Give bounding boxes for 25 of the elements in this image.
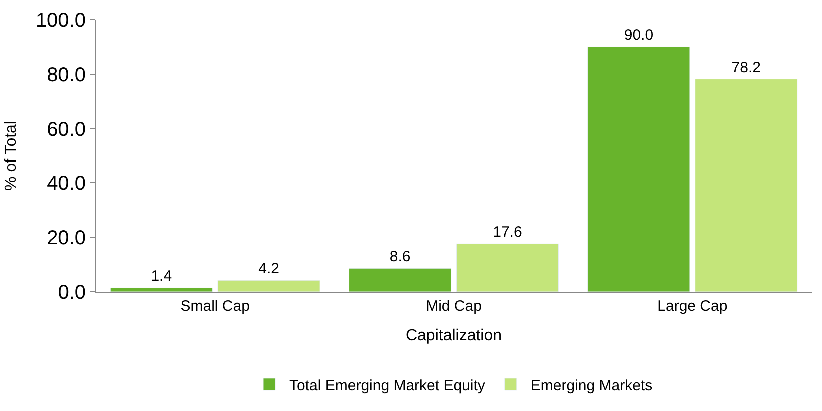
bar (110, 288, 213, 292)
data-label: 90.0 (624, 27, 654, 44)
data-label: 78.2 (732, 59, 761, 76)
y-tick-label: 60.0 (47, 118, 86, 141)
y-tick-label: 0.0 (58, 282, 86, 304)
y-tick-label: 80.0 (47, 64, 86, 86)
bar (218, 280, 320, 292)
x-tick-label: Large Cap (658, 298, 728, 315)
data-label: 1.4 (151, 268, 172, 286)
bar (588, 46, 690, 292)
legend-label: Total Emerging Market Equity (290, 377, 486, 394)
y-tick-label: 40.0 (47, 173, 86, 196)
bar (349, 268, 452, 292)
bar (695, 79, 798, 292)
legend-label: Emerging Markets (530, 377, 653, 394)
data-label: 17.6 (493, 224, 522, 242)
data-label: 8.6 (390, 248, 411, 266)
y-axis-title: % of Total (2, 121, 20, 191)
x-tick-label: Mid Cap (426, 298, 482, 315)
x-axis-title: Capitalization (406, 328, 502, 345)
data-label: 4.2 (258, 260, 280, 278)
y-tick-label: 20.0 (47, 228, 86, 250)
bar (456, 244, 559, 292)
y-tick-label: 100.0 (36, 10, 86, 32)
x-tick-label: Small Cap (180, 298, 250, 315)
